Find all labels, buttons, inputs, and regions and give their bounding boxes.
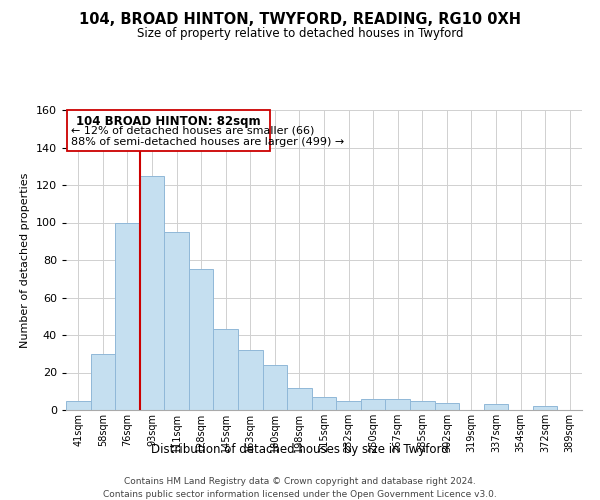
Bar <box>336 400 361 410</box>
Bar <box>140 176 164 410</box>
Text: Contains HM Land Registry data © Crown copyright and database right 2024.: Contains HM Land Registry data © Crown c… <box>124 478 476 486</box>
Bar <box>238 350 263 410</box>
Bar <box>434 402 459 410</box>
Bar <box>287 388 312 410</box>
Y-axis label: Number of detached properties: Number of detached properties <box>20 172 30 348</box>
Text: Distribution of detached houses by size in Twyford: Distribution of detached houses by size … <box>151 442 449 456</box>
Bar <box>164 232 189 410</box>
Bar <box>312 397 336 410</box>
FancyBboxPatch shape <box>67 110 270 151</box>
Bar <box>533 406 557 410</box>
Bar <box>385 399 410 410</box>
Bar <box>189 270 214 410</box>
Bar <box>361 399 385 410</box>
Bar <box>410 400 434 410</box>
Text: 104, BROAD HINTON, TWYFORD, READING, RG10 0XH: 104, BROAD HINTON, TWYFORD, READING, RG1… <box>79 12 521 28</box>
Text: Size of property relative to detached houses in Twyford: Size of property relative to detached ho… <box>137 28 463 40</box>
Bar <box>91 354 115 410</box>
Text: 104 BROAD HINTON: 82sqm: 104 BROAD HINTON: 82sqm <box>76 114 261 128</box>
Text: ← 12% of detached houses are smaller (66): ← 12% of detached houses are smaller (66… <box>71 126 314 136</box>
Text: Contains public sector information licensed under the Open Government Licence v3: Contains public sector information licen… <box>103 490 497 499</box>
Bar <box>66 400 91 410</box>
Bar <box>214 330 238 410</box>
Bar <box>115 222 140 410</box>
Text: 88% of semi-detached houses are larger (499) →: 88% of semi-detached houses are larger (… <box>71 137 344 147</box>
Bar <box>484 404 508 410</box>
Bar <box>263 365 287 410</box>
